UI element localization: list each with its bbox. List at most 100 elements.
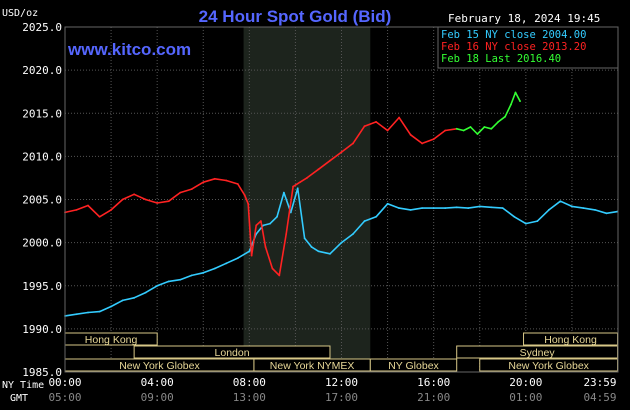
series-point-0 — [133, 296, 136, 299]
series-point-1 — [421, 142, 424, 145]
series-point-0 — [478, 205, 481, 208]
x-tick-label-gmt: 01:00 — [509, 391, 542, 404]
date-label: February 18, 2024 19:45 — [448, 12, 600, 25]
series-point-1 — [190, 188, 193, 191]
series-point-0 — [213, 267, 216, 270]
chart-title: 24 Hour Spot Gold (Bid) — [199, 7, 392, 26]
x-tick-label-ny: 04:00 — [141, 376, 174, 389]
series-point-0 — [262, 224, 265, 227]
series-point-1 — [213, 177, 216, 180]
series-point-0 — [490, 206, 493, 209]
x-tick-label-ny: 08:00 — [233, 376, 266, 389]
series-point-1 — [259, 220, 262, 222]
series-point-1 — [255, 224, 258, 227]
session-label: New York Globex — [508, 360, 589, 372]
session-label: Hong Kong — [85, 334, 138, 346]
legend-entry-feb18: Feb 18 Last 2016.40 — [441, 53, 561, 65]
y-tick-label: 2025.0 — [22, 21, 62, 34]
session-label: New York NYMEX — [270, 360, 355, 372]
series-point-2 — [504, 115, 506, 118]
series-point-1 — [375, 120, 377, 123]
series-point-0 — [121, 299, 124, 302]
series-point-2 — [462, 129, 465, 132]
legend: Feb 15 NY close 2004.00 Feb 16 NY close … — [437, 26, 619, 69]
series-point-2 — [519, 100, 521, 103]
series-point-1 — [386, 129, 389, 132]
series-point-1 — [317, 168, 320, 171]
series-point-1 — [179, 191, 182, 194]
session-label: Sydney — [520, 347, 556, 359]
website-label: www.kitco.com — [67, 40, 191, 59]
series-point-1 — [432, 138, 435, 141]
series-point-0 — [467, 207, 470, 210]
y-tick-label: 2020.0 — [22, 64, 62, 77]
x-tick-label-ny: 12:00 — [325, 376, 358, 389]
y-axis-unit-label: USD/oz — [2, 8, 38, 19]
series-point-1 — [409, 133, 412, 136]
series-point-1 — [247, 202, 250, 205]
series-point-2 — [490, 127, 493, 130]
series-point-1 — [363, 125, 366, 128]
series-point-0 — [202, 271, 205, 274]
series-point-0 — [375, 215, 377, 218]
series-point-0 — [524, 222, 527, 225]
series-point-1 — [87, 204, 89, 207]
series-point-1 — [271, 267, 274, 270]
x-tick-label-ny: 16:00 — [417, 376, 450, 389]
series-point-2 — [455, 127, 458, 130]
series-point-2 — [469, 126, 472, 128]
y-tick-label: 2010.0 — [22, 150, 62, 163]
series-point-1 — [144, 198, 147, 201]
series-point-0 — [156, 284, 159, 287]
series-point-0 — [536, 220, 539, 222]
series-point-0 — [559, 200, 562, 203]
session-label: NY Globex — [388, 360, 439, 372]
x-tick-labels: 00:00 04:00 08:00 12:00 16:00 20:00 23:59 05:00… — [48, 376, 616, 404]
series-point-1 — [306, 177, 308, 179]
series-point-2 — [509, 103, 512, 106]
series-point-0 — [110, 305, 112, 308]
series-point-0 — [310, 246, 313, 248]
series-point-1 — [340, 151, 343, 153]
series-point-0 — [501, 207, 504, 210]
series-point-1 — [110, 208, 112, 211]
series-point-0 — [455, 206, 458, 209]
series-point-0 — [179, 278, 182, 281]
series-point-0 — [282, 191, 285, 194]
series-point-0 — [398, 207, 401, 210]
series-point-0 — [340, 241, 343, 244]
series-point-0 — [303, 237, 306, 240]
series-point-0 — [87, 311, 89, 314]
series-point-2 — [514, 91, 517, 94]
series-point-1 — [167, 200, 170, 203]
series-point-2 — [483, 126, 486, 128]
series-point-1 — [243, 194, 246, 197]
series-point-0 — [255, 233, 258, 235]
series-point-0 — [276, 215, 278, 218]
series-point-0 — [98, 310, 101, 313]
series-point-0 — [605, 212, 608, 215]
series-point-1 — [329, 159, 331, 162]
x-tick-label-gmt: 09:00 — [141, 391, 174, 404]
series-point-0 — [444, 207, 447, 210]
series-point-0 — [248, 250, 251, 253]
session-bar — [133, 345, 331, 359]
y-tick-labels: 2025.0 2020.0 2015.0 2010.0 2005.0 2000.0 1995… — [22, 21, 62, 379]
series-point-0 — [236, 257, 239, 260]
series-point-0 — [513, 215, 516, 218]
x-tick-label-ny: 20:00 — [509, 376, 542, 389]
series-point-0 — [225, 262, 228, 265]
legend-entry-feb16: Feb 16 NY close 2013.20 — [441, 41, 586, 53]
series-point-0 — [167, 280, 170, 283]
series-point-1 — [264, 246, 267, 248]
x-tick-label-gmt: 04:59 — [583, 391, 616, 404]
series-point-1 — [225, 179, 228, 182]
y-tick-label: 1995.0 — [22, 280, 62, 293]
series-point-1 — [121, 198, 124, 201]
series-point-0 — [289, 211, 292, 214]
series-point-0 — [571, 205, 573, 208]
series-point-2 — [476, 133, 479, 135]
series-point-0 — [547, 208, 550, 211]
series-point-0 — [144, 291, 147, 294]
